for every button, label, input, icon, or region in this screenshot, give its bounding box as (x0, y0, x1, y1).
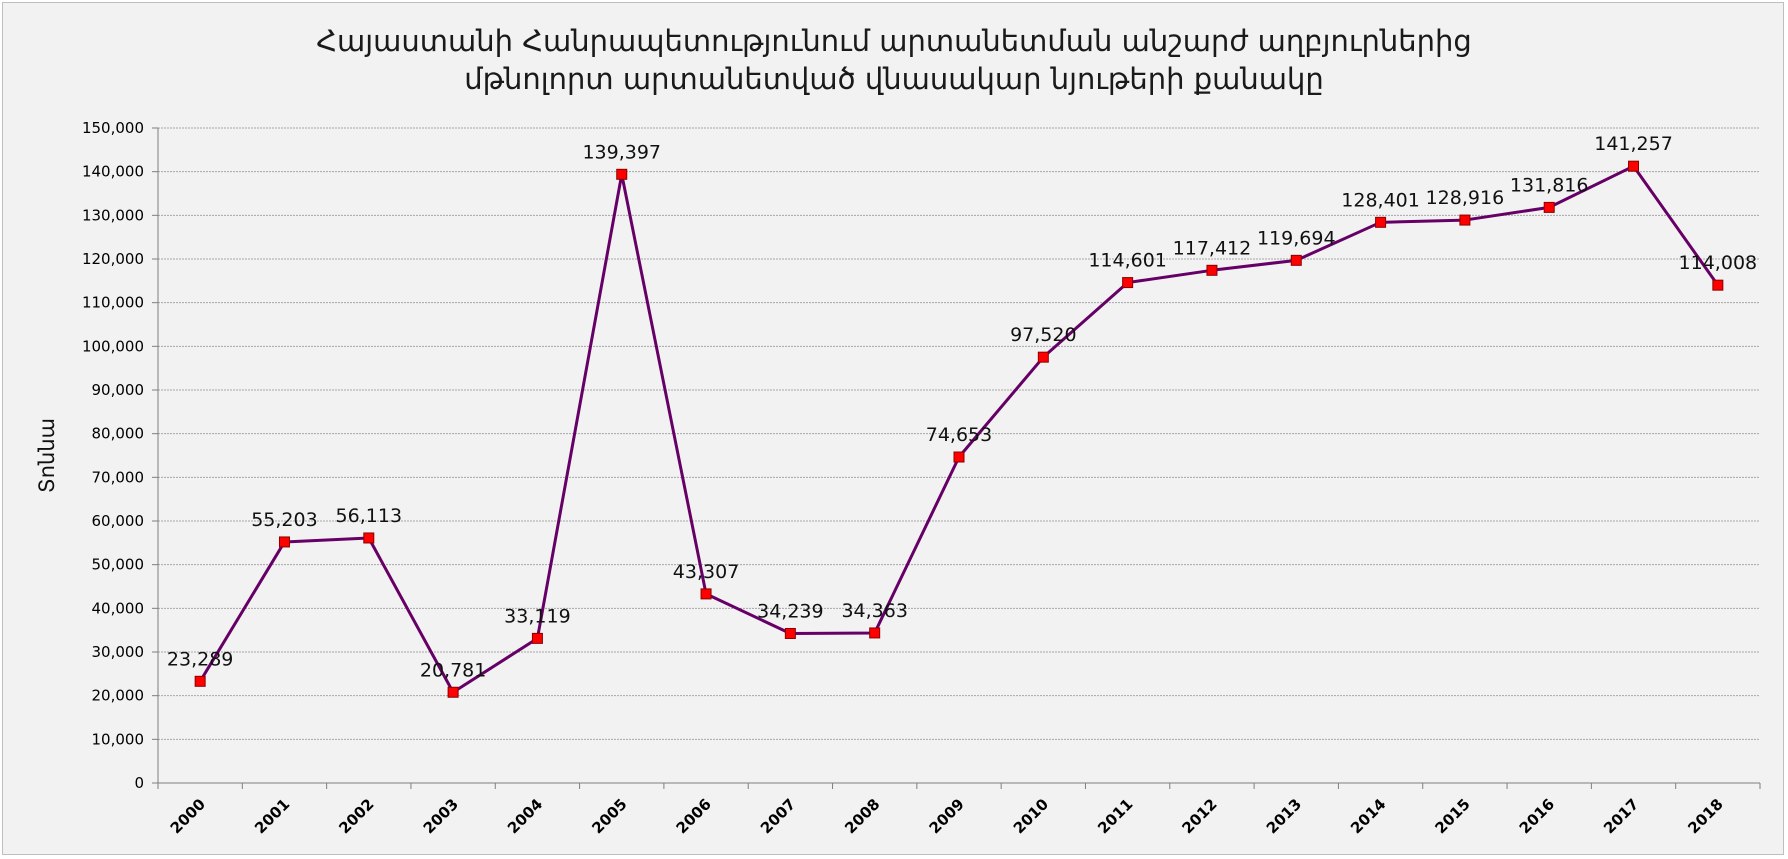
data-point (531, 632, 543, 644)
data-label: 128,401 (1341, 189, 1420, 211)
data-point (1628, 160, 1640, 172)
x-tick-label: 2003 (420, 795, 462, 837)
x-tick-label: 2011 (1094, 795, 1136, 837)
data-point (194, 675, 206, 687)
x-tick-label: 2007 (757, 795, 799, 837)
x-tick-label: 2009 (926, 795, 968, 837)
x-tick-label: 2001 (251, 795, 293, 837)
data-label: 128,916 (1426, 187, 1505, 209)
y-axis-title: Տոննա (35, 418, 59, 493)
x-tick-label: 2016 (1516, 795, 1558, 837)
chart-title-line-1: Հայաստանի Հանրապետությունում արտանետման … (316, 24, 1472, 58)
data-point (1290, 254, 1302, 266)
data-point (616, 168, 628, 180)
x-tick-label: 2018 (1684, 795, 1726, 837)
y-tick-label: 40,000 (92, 599, 145, 617)
data-point (869, 627, 881, 639)
x-tick-label: 2014 (1347, 795, 1389, 837)
y-tick-label: 100,000 (82, 337, 144, 355)
data-label: 55,203 (251, 509, 317, 531)
data-label: 33,119 (504, 605, 570, 627)
y-tick-label: 130,000 (82, 206, 144, 224)
data-point (1122, 277, 1134, 289)
data-point (700, 588, 712, 600)
x-tick-label: 2008 (841, 795, 883, 837)
y-tick-label: 50,000 (92, 556, 145, 574)
y-tick-label: 90,000 (92, 381, 145, 399)
y-tick-label: 30,000 (92, 643, 145, 661)
x-tick-label: 2002 (335, 795, 377, 837)
x-tick-label: 2015 (1431, 795, 1473, 837)
data-point (447, 686, 459, 698)
x-tick-label: 2006 (673, 795, 715, 837)
y-tick-label: 140,000 (82, 163, 144, 181)
chart-title: Հայաստանի Հանրապետությունում արտանետման … (0, 22, 1788, 98)
data-point (953, 451, 965, 463)
x-tick-label: 2012 (1179, 795, 1221, 837)
y-tick-label: 80,000 (92, 425, 145, 443)
chart-title-line-2: մթնոլորտ արտանետված վնասակար նյութերի քա… (464, 62, 1324, 96)
data-point (1206, 264, 1218, 276)
data-label: 97,520 (1010, 324, 1076, 346)
x-tick-label: 2017 (1600, 795, 1642, 837)
y-tick-label: 120,000 (82, 250, 144, 268)
y-tick-label: 70,000 (92, 468, 145, 486)
data-point (278, 536, 290, 548)
data-point (1712, 279, 1724, 291)
data-point (1375, 216, 1387, 228)
x-tick-label: 2000 (167, 795, 209, 837)
x-tick-label: 2004 (504, 795, 546, 837)
data-point (1543, 201, 1555, 213)
data-point (363, 532, 375, 544)
data-label: 141,257 (1594, 133, 1673, 155)
x-tick-label: 2005 (588, 795, 630, 837)
y-tick-label: 20,000 (92, 687, 145, 705)
data-label: 56,113 (336, 505, 402, 527)
data-label: 34,363 (841, 600, 907, 622)
data-point (784, 627, 796, 639)
x-tick-label: 2010 (1010, 795, 1052, 837)
data-label: 34,239 (757, 600, 823, 622)
x-tick-label: 2013 (1263, 795, 1305, 837)
data-label: 117,412 (1173, 237, 1252, 259)
data-point (1459, 214, 1471, 226)
y-tick-label: 110,000 (82, 294, 144, 312)
data-label: 74,653 (926, 424, 992, 446)
y-tick-label: 10,000 (92, 730, 145, 748)
y-tick-label: 0 (134, 774, 144, 792)
data-label: 131,816 (1510, 174, 1589, 196)
data-point (1037, 351, 1049, 363)
data-label: 139,397 (582, 141, 661, 163)
data-label: 20,781 (420, 659, 486, 681)
y-tick-label: 60,000 (92, 512, 145, 530)
data-label: 43,307 (673, 561, 739, 583)
data-label: 119,694 (1257, 227, 1336, 249)
data-label: 114,601 (1088, 250, 1167, 272)
data-label: 23,289 (167, 648, 233, 670)
data-label: 114,008 (1679, 252, 1758, 274)
y-tick-label: 150,000 (82, 119, 144, 137)
